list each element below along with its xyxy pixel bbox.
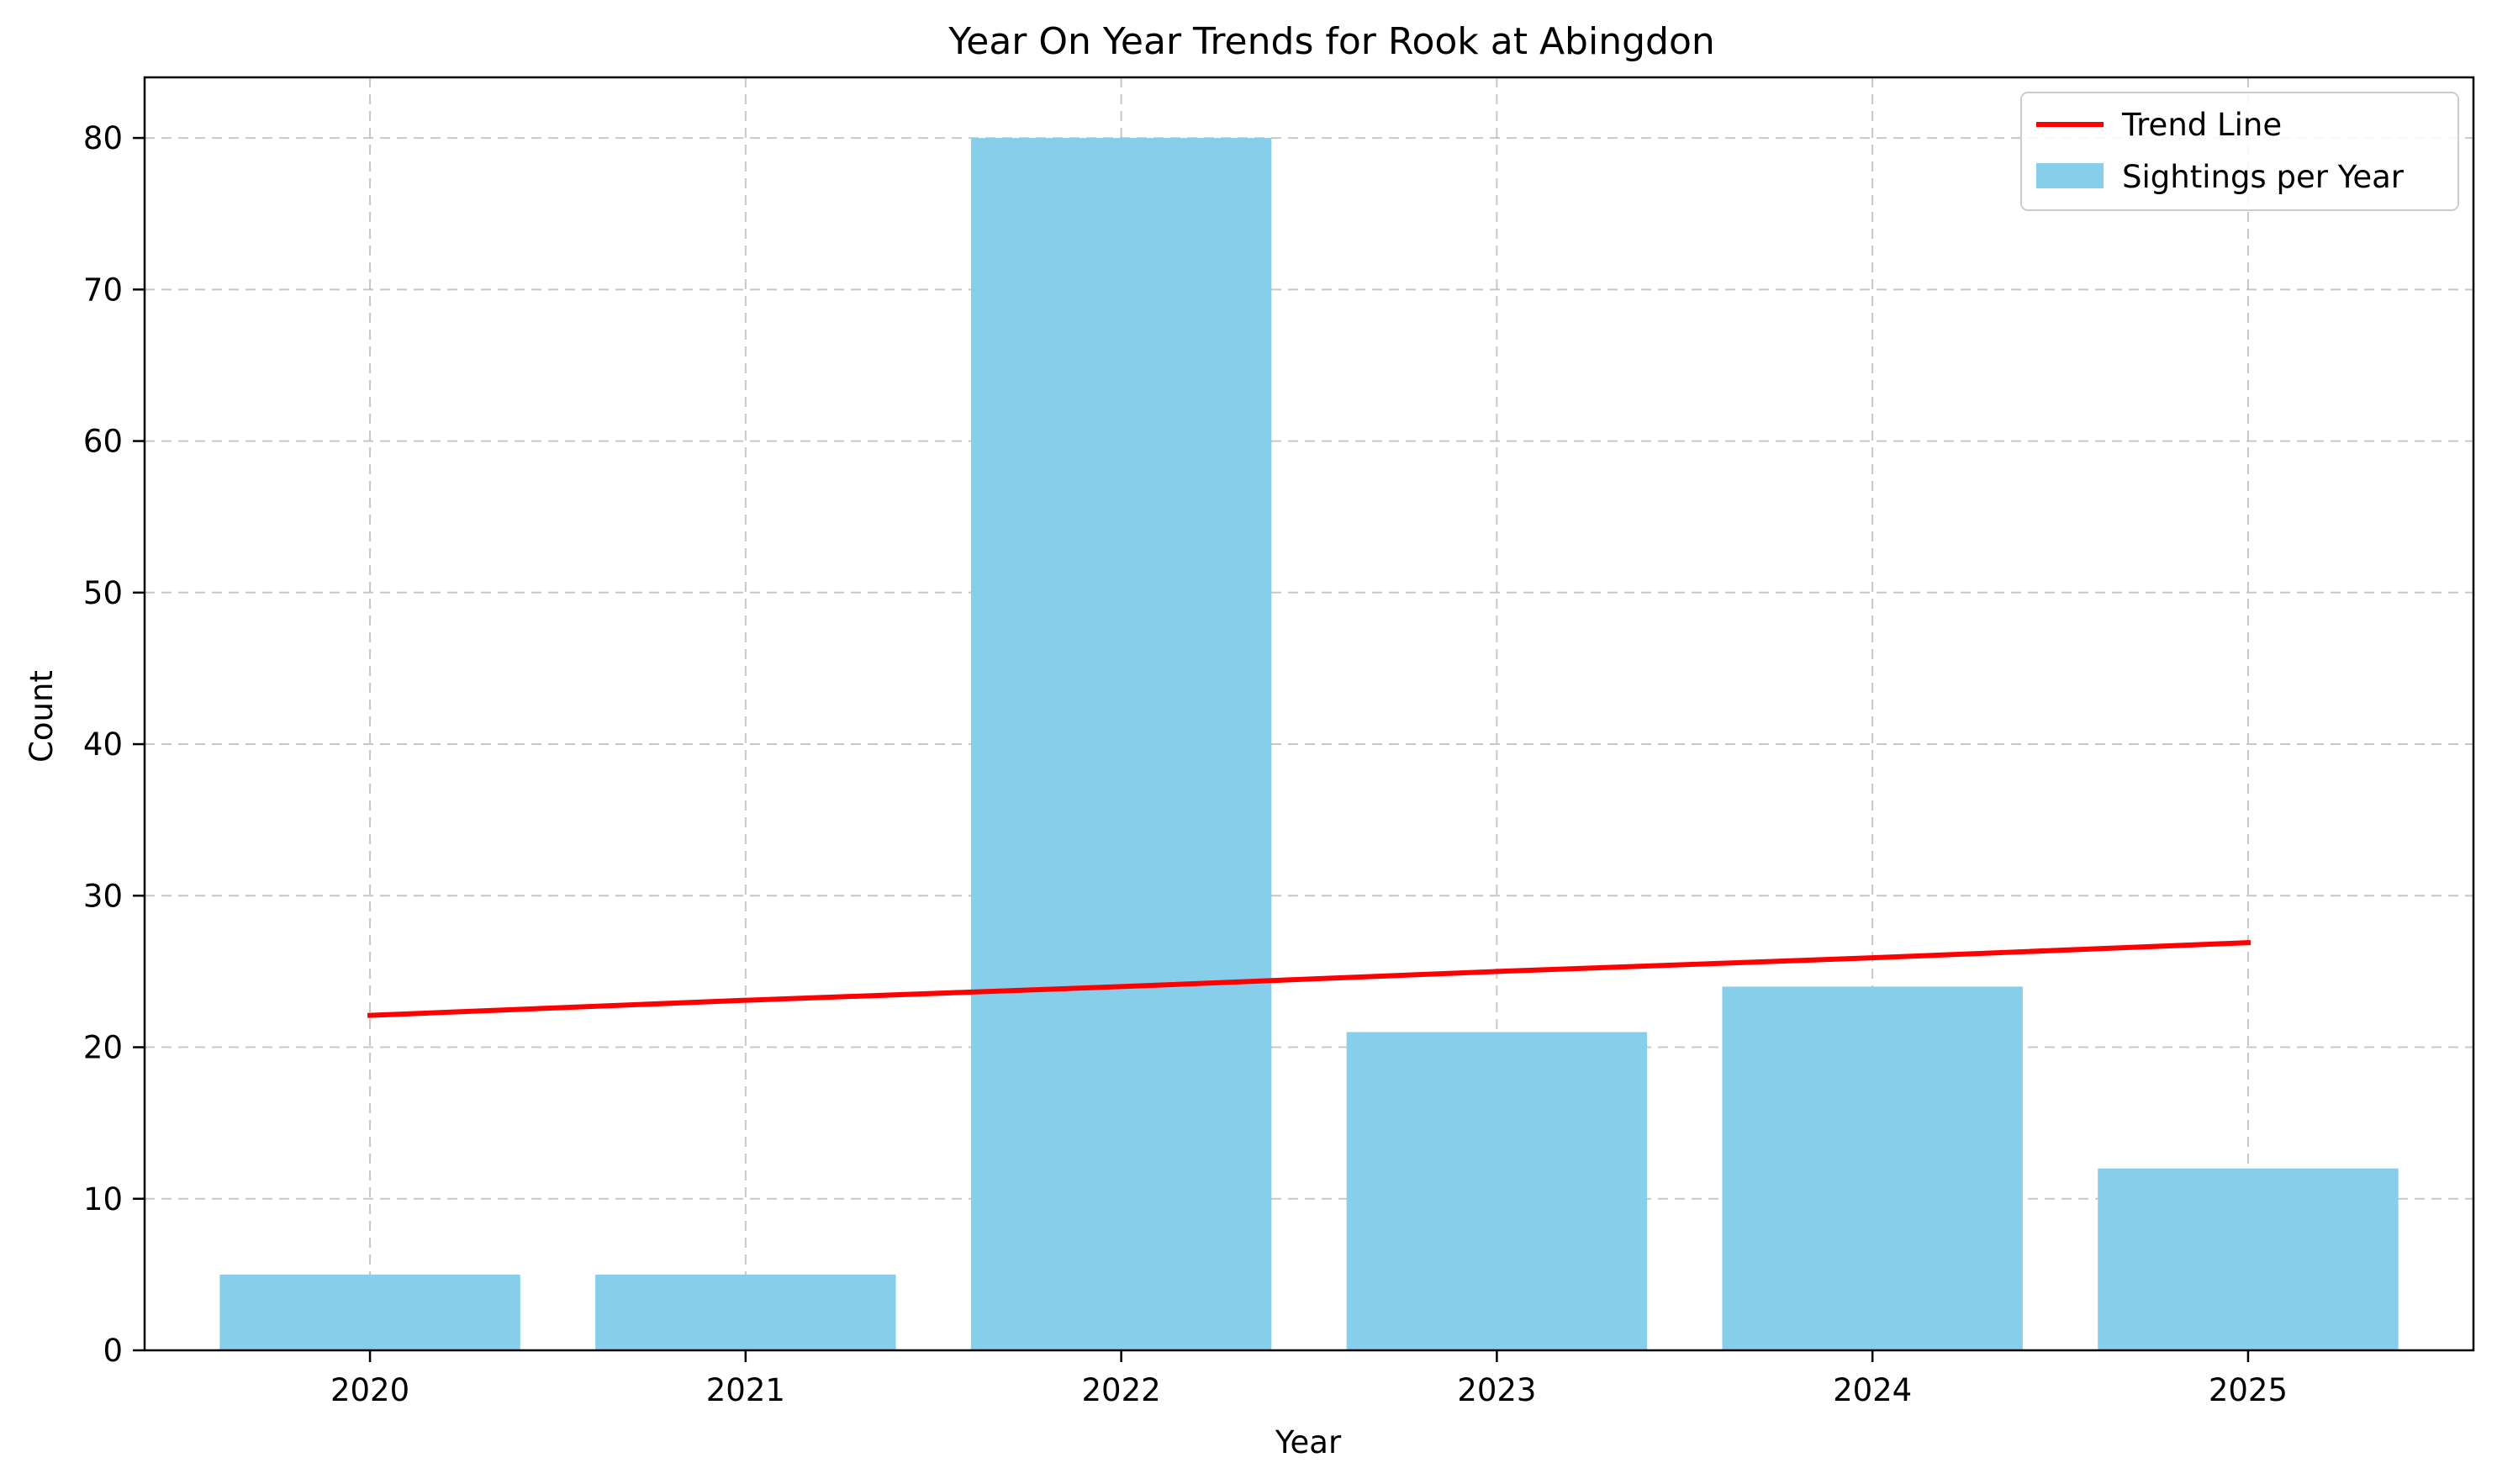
legend: Trend Line Sightings per Year [2020, 92, 2459, 211]
x-tick-label: 2021 [706, 1372, 785, 1408]
y-tick-label: 0 [103, 1333, 123, 1369]
x-tick-label: 2020 [330, 1372, 409, 1408]
chart-title: Year On Year Trends for Rook at Abingdon [948, 20, 1715, 63]
bar-2024 [1722, 986, 2023, 1350]
y-tick-label: 50 [83, 575, 123, 611]
x-tick-label: 2022 [1082, 1372, 1161, 1408]
legend-label-sightings: Sightings per Year [2122, 159, 2405, 195]
x-tick-label: 2023 [1457, 1372, 1536, 1408]
bar-2025 [2098, 1168, 2399, 1350]
axes-frame [143, 76, 2475, 1352]
y-tick-label: 40 [83, 726, 123, 763]
x-tick-label: 2025 [2209, 1372, 2288, 1408]
y-axis-label: Count [24, 670, 60, 763]
x-tick-label: 2024 [1833, 1372, 1912, 1408]
legend-box [2020, 92, 2459, 211]
plot-area: 2020 2021 2022 2023 2024 2025 0 10 20 30 40 50 60 70 8… [83, 76, 2475, 1408]
bar-2023 [1346, 1032, 1648, 1350]
trend-line [367, 940, 2252, 1018]
x-axis-label: Year [1275, 1424, 1342, 1460]
bar-2020 [219, 1274, 520, 1350]
bar-2022 [970, 138, 1272, 1351]
bar-2021 [595, 1274, 896, 1350]
y-tick-label: 20 [83, 1030, 123, 1066]
y-tick-label: 70 [83, 272, 123, 308]
legend-label-trend-line: Trend Line [2121, 107, 2282, 143]
legend-swatch-sightings [2036, 163, 2104, 188]
y-tick-label: 30 [83, 878, 123, 914]
y-tick-label: 80 [83, 120, 123, 156]
y-tick-label: 10 [83, 1181, 123, 1217]
y-tick-label: 60 [83, 424, 123, 460]
